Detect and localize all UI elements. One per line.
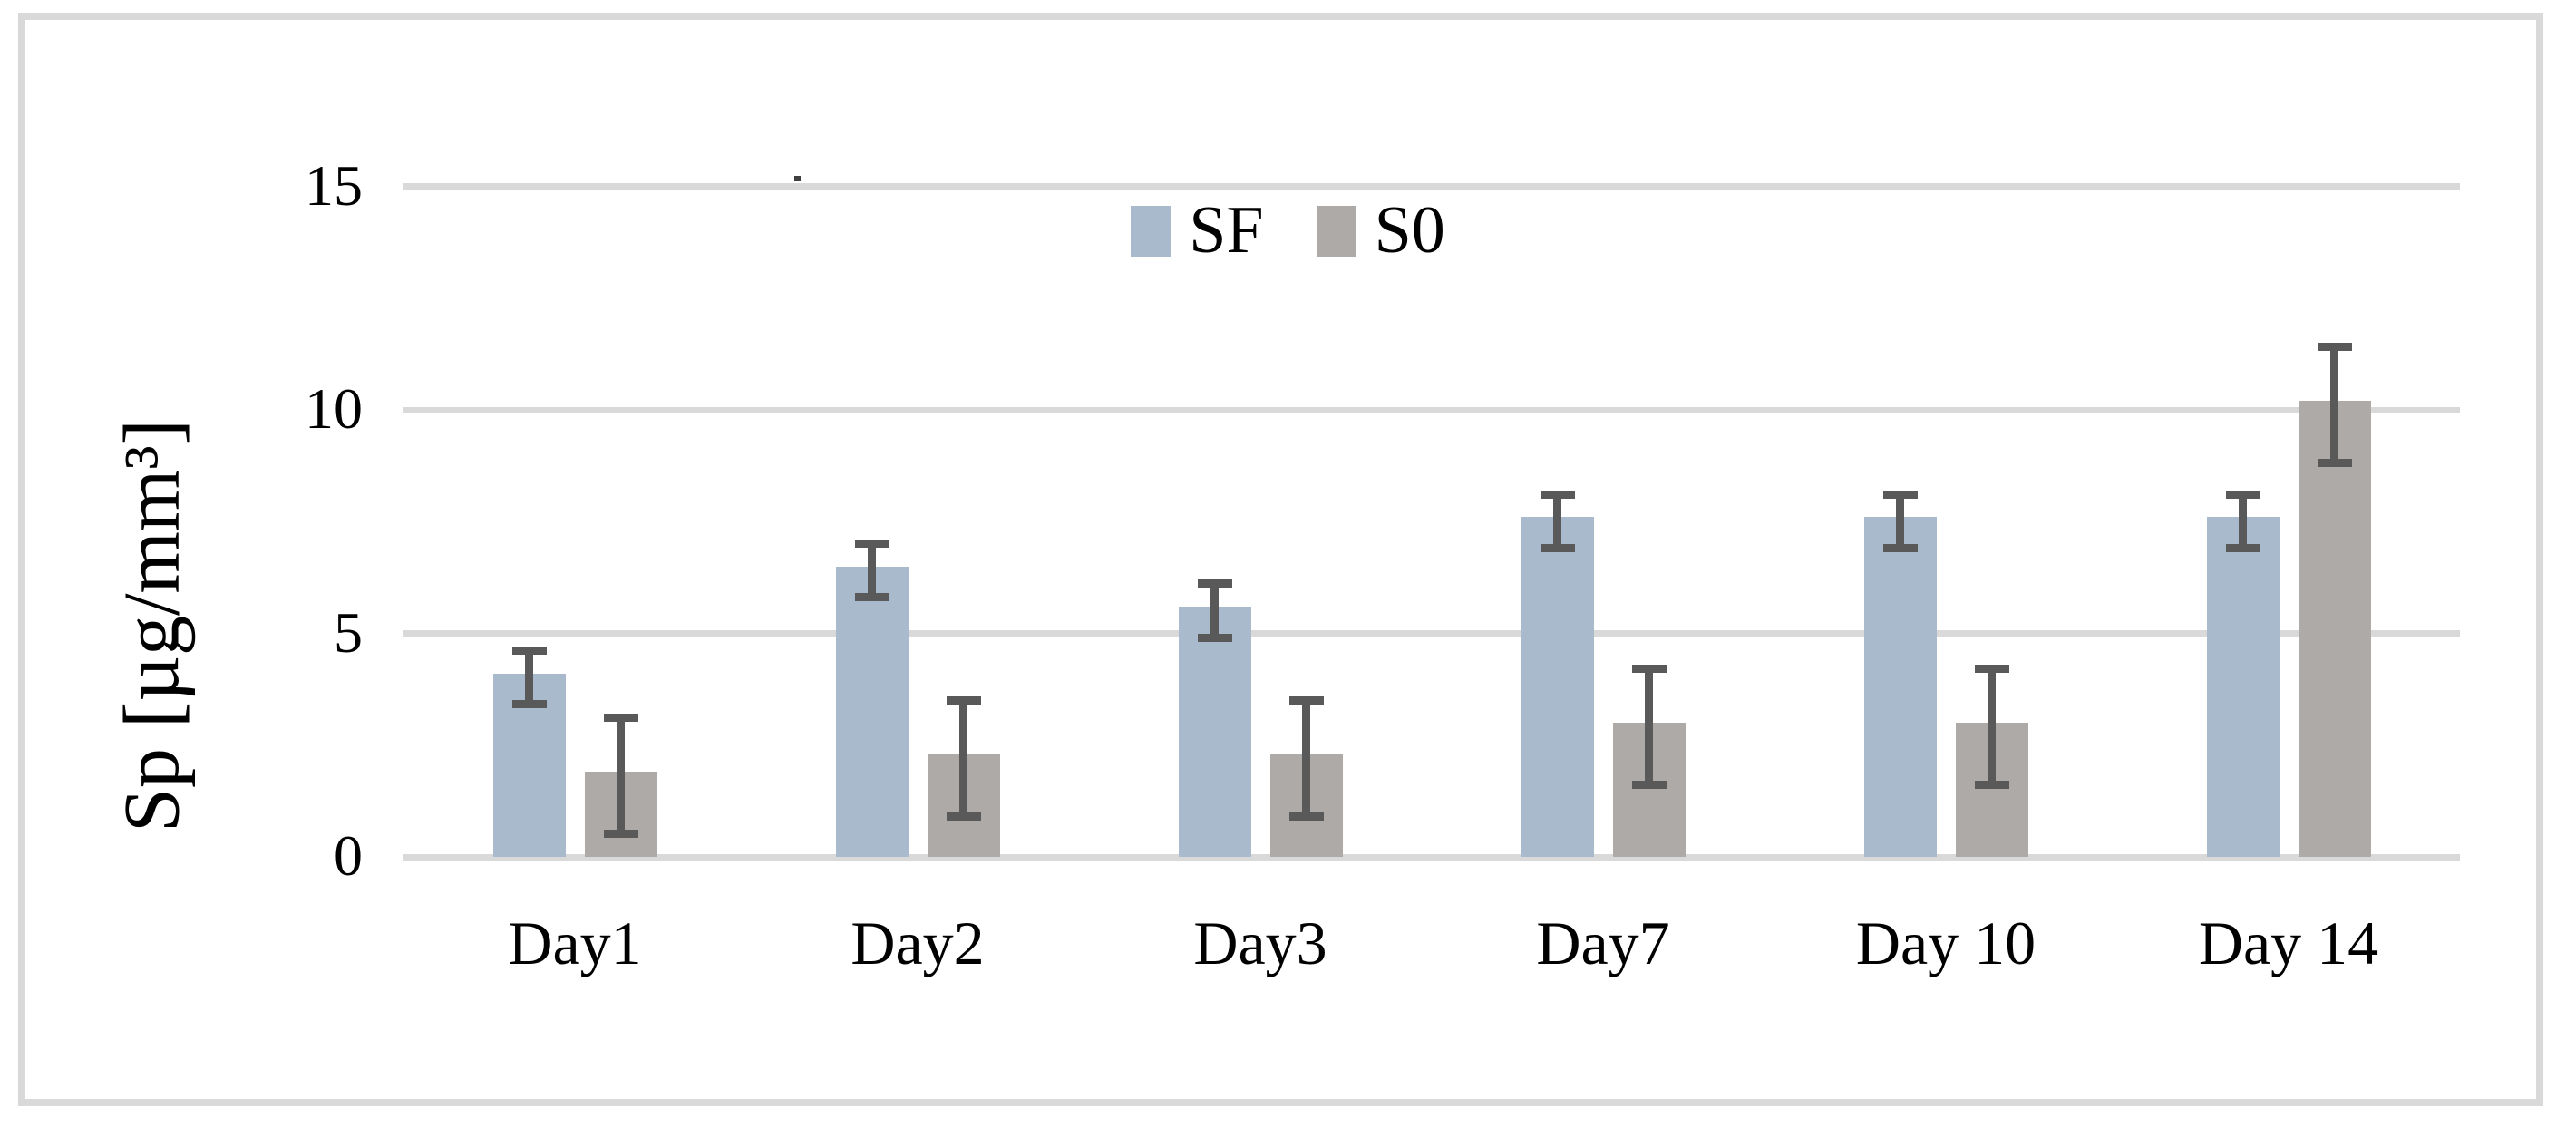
error-bar-cap-top	[1974, 665, 2009, 673]
error-bar-cap-top	[1882, 490, 1918, 499]
error-bar-line	[1896, 490, 1904, 552]
error-bar-line	[1302, 695, 1310, 821]
error-bar-line	[1988, 665, 1996, 790]
error-bar-cap-bottom	[1631, 781, 1667, 790]
error-bar-cap-top	[1197, 579, 1232, 588]
error-bar-cap-bottom	[946, 812, 981, 821]
error-bar-cap-top	[511, 647, 547, 656]
error-bar-cap-top	[946, 695, 981, 705]
bar-sf-day3	[1178, 606, 1251, 857]
legend-swatch-sf	[1131, 205, 1171, 257]
bar-sf-day10	[1863, 517, 1937, 857]
x-category-label-day2: Day2	[851, 909, 985, 977]
error-bar-line	[525, 647, 533, 709]
bar-sf-day7	[1521, 517, 1594, 857]
error-bar-line	[1553, 490, 1561, 552]
x-category-label-day14: Day 14	[2198, 909, 2379, 977]
error-bar-cap-bottom	[1882, 543, 1918, 552]
error-bar-line	[2330, 343, 2338, 468]
figure-border-frame	[18, 13, 2543, 1106]
gridline-y5	[403, 630, 2460, 637]
error-bar-cap-top	[2225, 490, 2260, 499]
error-bar-line	[959, 695, 967, 821]
y-axis-title: Sp [µg/mm³]	[108, 419, 197, 832]
bar-sf-day2	[835, 566, 909, 857]
error-bar-cap-bottom	[854, 593, 889, 602]
error-bar-cap-bottom	[511, 700, 547, 709]
error-bar-cap-bottom	[2317, 459, 2352, 468]
x-category-label-day7: Day7	[1536, 909, 1670, 977]
speck-artifact	[794, 176, 801, 181]
error-bar-line	[1645, 665, 1653, 790]
legend: SF S0	[0, 192, 2576, 269]
bar-sf-day14	[2206, 517, 2280, 857]
legend-item-s0: S0	[1316, 192, 1445, 269]
error-bar-cap-bottom	[1288, 812, 1324, 821]
error-bar-cap-bottom	[1540, 543, 1575, 552]
error-bar-line	[2239, 490, 2247, 552]
error-bar-cap-top	[603, 714, 638, 723]
error-bar-cap-bottom	[1197, 633, 1232, 642]
error-bar-cap-bottom	[1974, 781, 2009, 790]
y-tick-label-5: 5	[334, 599, 363, 665]
error-bar-cap-top	[1631, 665, 1667, 673]
error-bar-cap-top	[2317, 343, 2352, 352]
legend-label-sf: SF	[1189, 193, 1264, 267]
legend-swatch-s0	[1316, 205, 1356, 257]
y-tick-label-0: 0	[334, 823, 363, 888]
error-bar-cap-bottom	[2225, 543, 2260, 552]
y-tick-label-15: 15	[305, 152, 363, 218]
bar-s0-day14	[2298, 401, 2371, 857]
legend-item-sf: SF	[1131, 192, 1264, 269]
error-bar-line	[868, 539, 876, 602]
legend-label-s0: S0	[1374, 193, 1445, 267]
x-category-label-day1: Day1	[508, 909, 642, 977]
y-tick-label-10: 10	[305, 376, 363, 441]
gridline-y0	[403, 853, 2460, 861]
error-bar-line	[617, 714, 625, 839]
error-bar-cap-top	[1540, 490, 1575, 499]
gridline-y15	[403, 183, 2460, 190]
x-category-label-day10: Day 10	[1855, 909, 2036, 977]
error-bar-cap-top	[1288, 695, 1324, 705]
gridline-y10	[403, 406, 2460, 413]
error-bar-cap-top	[854, 539, 889, 548]
x-category-label-day3: Day3	[1193, 909, 1327, 977]
error-bar-cap-bottom	[603, 830, 638, 839]
error-bar-line	[1210, 579, 1219, 642]
